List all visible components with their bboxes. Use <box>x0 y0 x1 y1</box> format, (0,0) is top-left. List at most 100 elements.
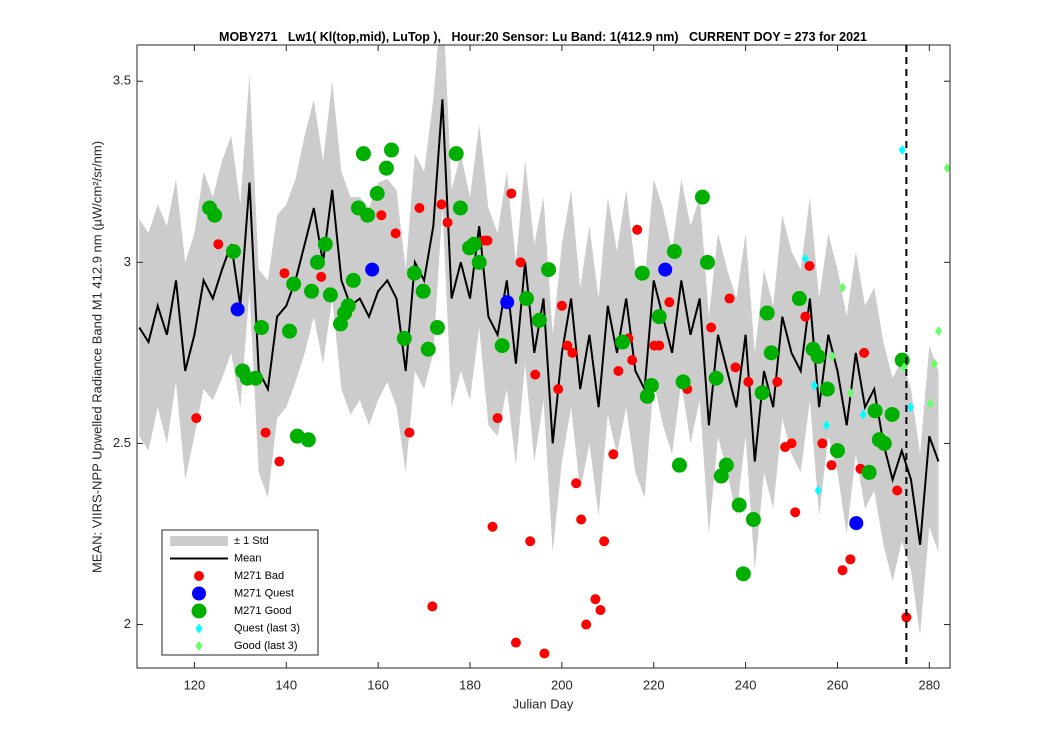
point <box>494 338 510 354</box>
point <box>632 224 643 235</box>
point <box>884 406 900 422</box>
legend-swatch <box>170 536 228 546</box>
chart-title: MOBY271 Lw1( Kl(top,mid), LuTop ), Hour:… <box>219 30 867 44</box>
point <box>487 521 498 532</box>
point <box>286 276 302 292</box>
point <box>735 566 751 582</box>
point <box>694 189 710 205</box>
point <box>791 291 807 307</box>
legend-swatch <box>194 571 204 581</box>
point <box>708 370 724 386</box>
point <box>260 427 271 438</box>
x-tick-label: 120 <box>184 677 206 692</box>
point <box>745 511 761 527</box>
point <box>664 297 675 308</box>
x-tick-label: 200 <box>551 677 573 692</box>
y-tick-label: 3.5 <box>113 73 131 88</box>
point <box>658 262 673 277</box>
point <box>500 295 515 310</box>
point <box>396 330 412 346</box>
legend-label: M271 Bad <box>234 570 284 582</box>
point <box>207 207 223 223</box>
point <box>876 435 892 451</box>
point <box>819 381 835 397</box>
point <box>595 605 606 616</box>
point <box>643 377 659 393</box>
point <box>553 384 564 395</box>
point <box>510 637 521 648</box>
point <box>599 536 610 547</box>
point <box>427 601 438 612</box>
point <box>571 478 582 489</box>
point <box>530 369 541 380</box>
point <box>892 485 903 496</box>
point <box>355 146 371 162</box>
diamond-point <box>926 398 934 409</box>
point <box>590 594 601 605</box>
point <box>786 438 797 449</box>
diamond-point <box>935 326 943 337</box>
point <box>360 207 376 223</box>
point <box>829 443 845 459</box>
point <box>576 514 587 525</box>
legend-swatch <box>195 641 203 651</box>
legend-label: M271 Quest <box>234 587 294 599</box>
point <box>213 239 224 250</box>
axes-box <box>136 44 951 669</box>
point <box>310 254 326 270</box>
legend-label: Good (last 3) <box>234 640 298 652</box>
point <box>867 403 883 419</box>
point <box>562 340 573 351</box>
legend-box <box>161 529 319 656</box>
point <box>731 497 747 513</box>
point <box>810 349 826 364</box>
point <box>230 302 245 317</box>
point <box>615 334 631 350</box>
point <box>274 456 285 467</box>
point <box>378 160 394 176</box>
y-tick-label: 2.5 <box>113 435 131 450</box>
point <box>790 507 801 518</box>
diamond-point <box>906 402 914 413</box>
point <box>675 374 691 390</box>
x-tick-label: 180 <box>459 677 481 692</box>
point <box>581 619 592 630</box>
x-axis-label: Julian Day <box>513 696 574 711</box>
point <box>452 200 468 216</box>
point <box>519 291 535 307</box>
point <box>404 427 415 438</box>
point <box>724 293 735 304</box>
point <box>861 464 877 480</box>
point <box>651 309 667 325</box>
point <box>699 254 715 270</box>
point <box>304 283 320 299</box>
x-tick-label: 240 <box>735 677 757 692</box>
point <box>817 438 828 449</box>
point <box>845 554 856 565</box>
legend-label: M271 Good <box>234 605 291 617</box>
point <box>322 287 338 303</box>
x-tick-label: 260 <box>827 677 849 692</box>
diamond-point <box>814 485 822 496</box>
point <box>429 320 445 336</box>
point <box>376 210 387 221</box>
point <box>448 146 464 162</box>
legend-label: Mean <box>234 552 262 564</box>
point <box>556 300 567 311</box>
diamond-point <box>822 420 830 431</box>
point <box>531 312 547 328</box>
point <box>800 311 811 322</box>
point <box>466 236 482 252</box>
point <box>754 385 770 401</box>
point <box>759 305 775 321</box>
legend-swatch <box>191 603 207 619</box>
x-tick-label: 140 <box>275 677 297 692</box>
point <box>281 323 297 339</box>
point <box>743 376 754 387</box>
point <box>730 362 741 373</box>
diamond-point <box>898 145 906 156</box>
x-tick-label: 280 <box>918 677 940 692</box>
point <box>613 365 624 376</box>
x-tick-label: 220 <box>643 677 665 692</box>
point <box>340 298 356 314</box>
